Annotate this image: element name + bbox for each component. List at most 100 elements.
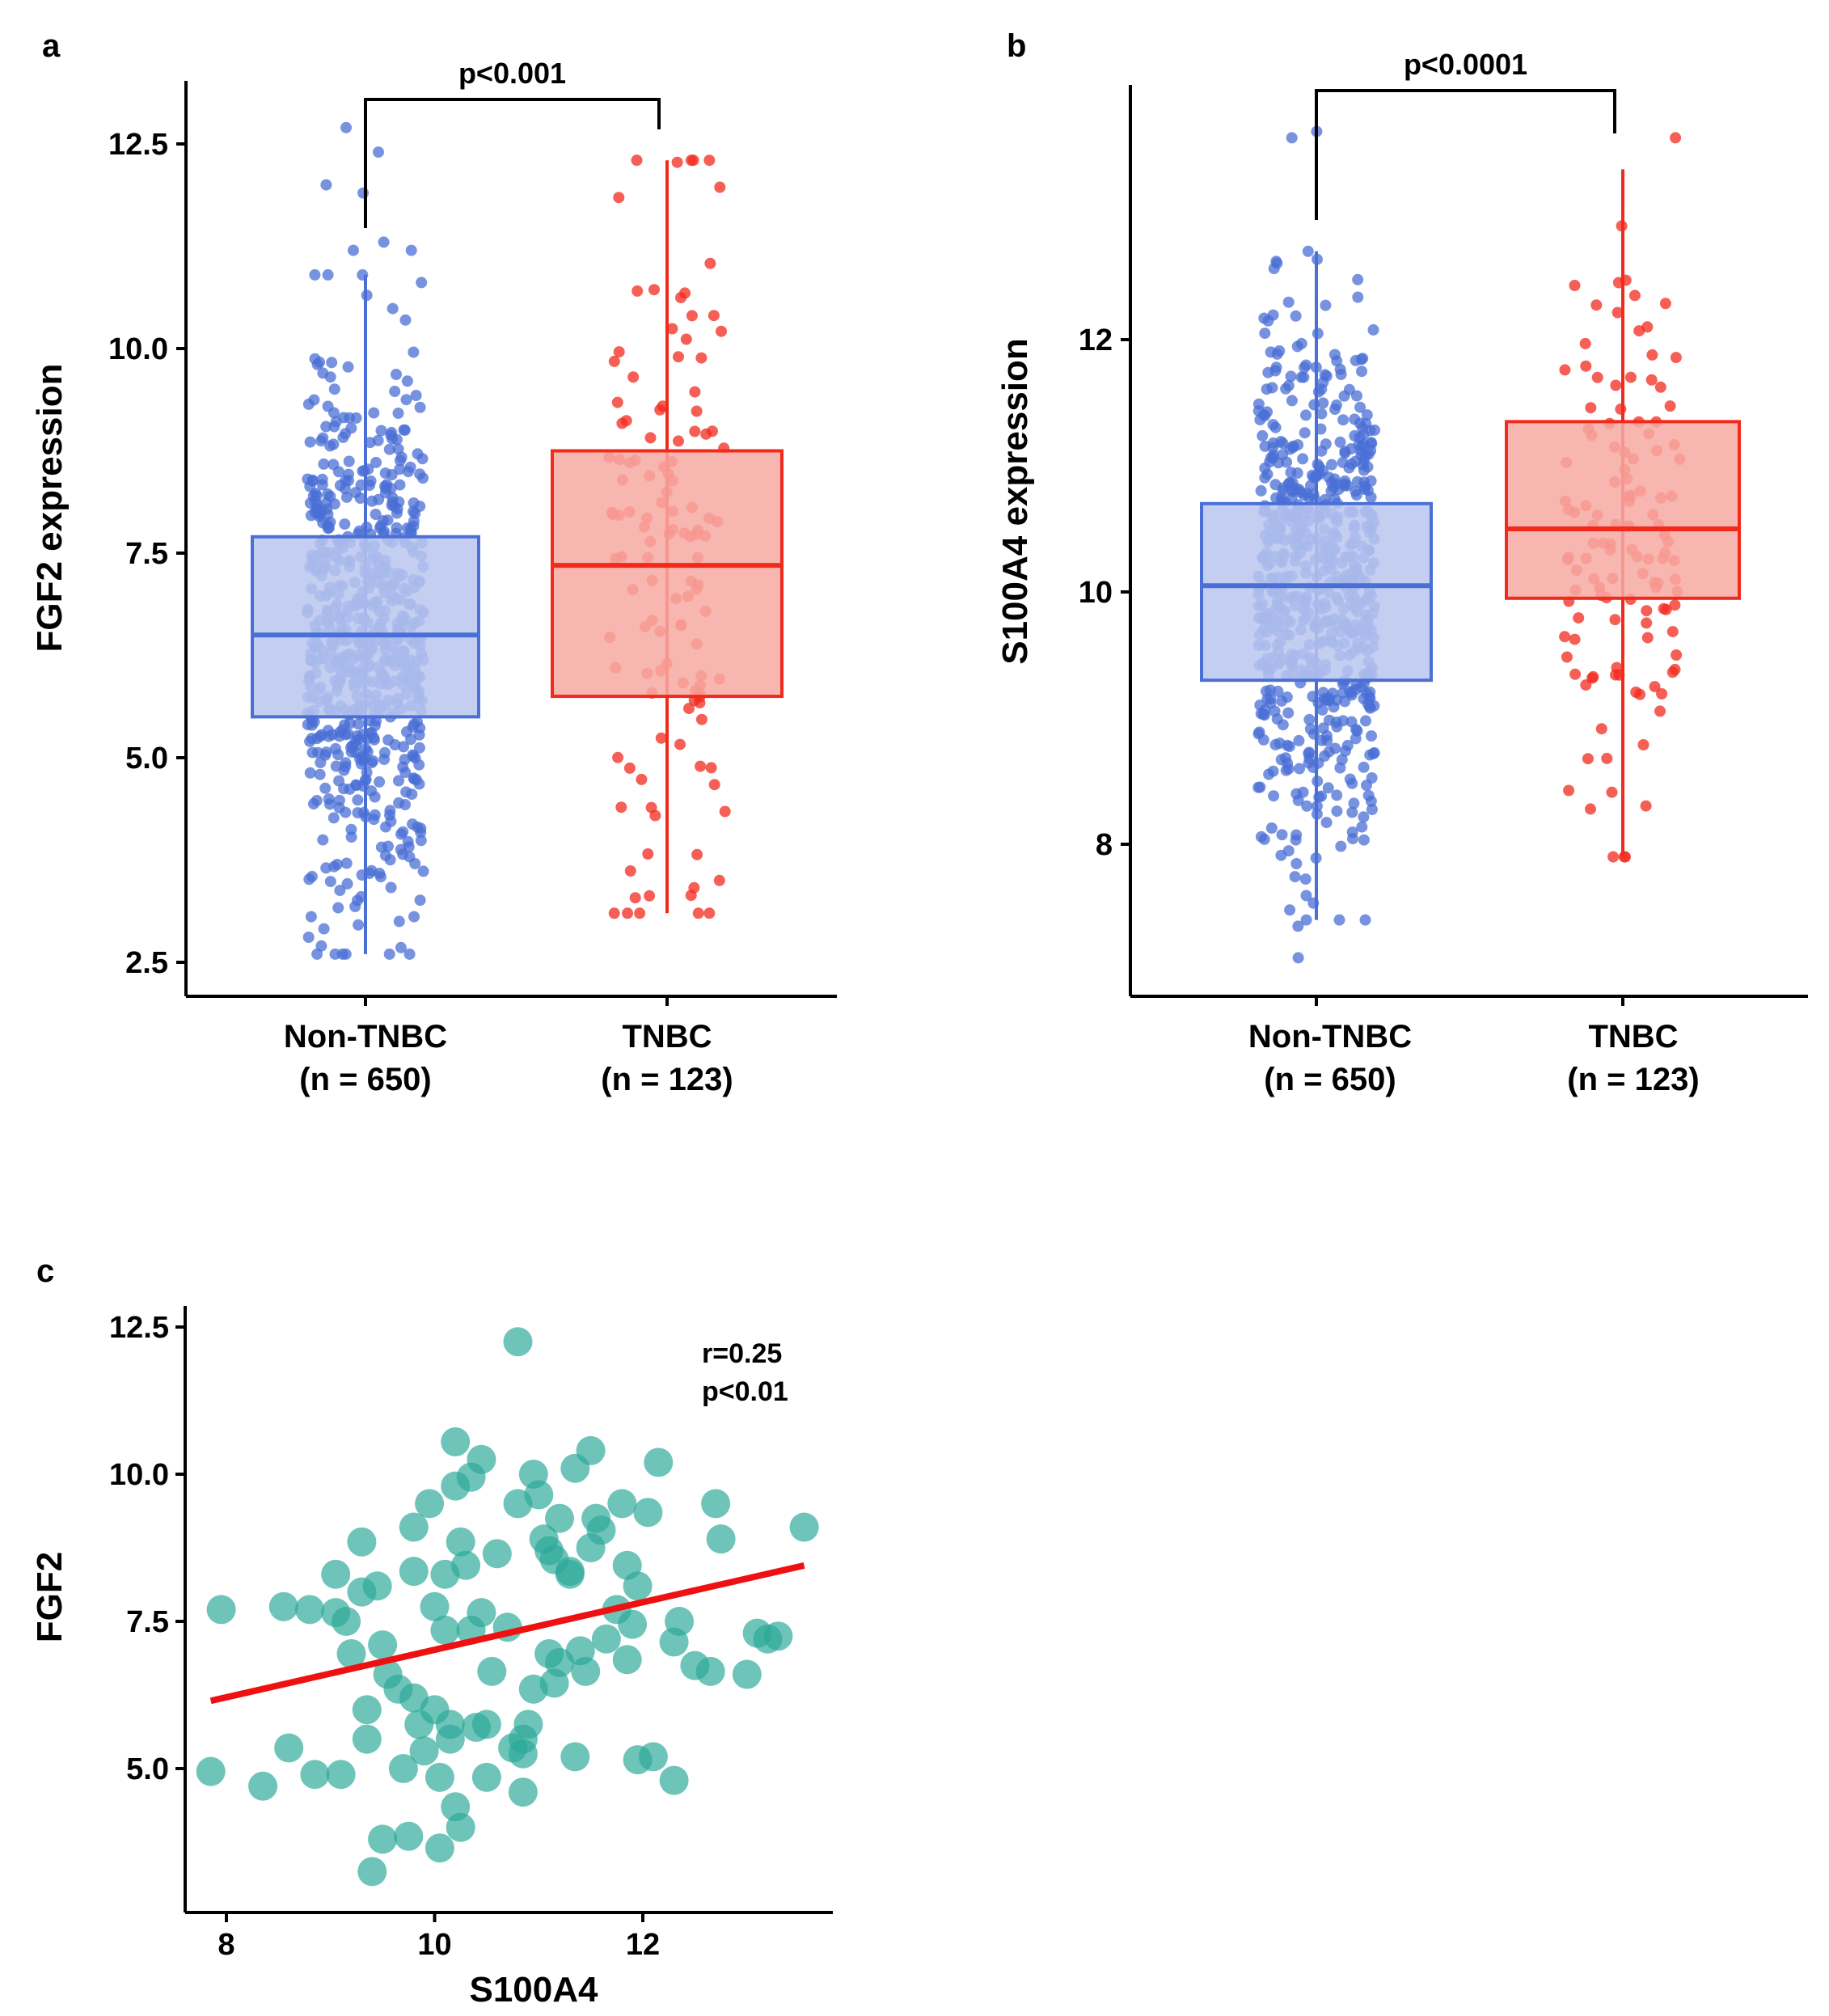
jitter-point [340, 806, 352, 818]
jitter-point [408, 346, 420, 358]
jitter-point [1300, 409, 1312, 421]
jitter-point [1303, 757, 1315, 769]
scatter-point [446, 1527, 475, 1557]
jitter-point [1352, 291, 1364, 303]
jitter-point [1664, 400, 1676, 412]
scatter-point [362, 1571, 392, 1601]
jitter-point [1326, 459, 1337, 471]
jitter-point [1345, 443, 1357, 454]
jitter-point [671, 156, 683, 168]
panel-a-ylabel: FGF2 expression [30, 363, 70, 652]
jitter-point [1303, 713, 1316, 725]
jitter-point [320, 421, 332, 433]
jitter-point [357, 806, 370, 818]
scatter-point [451, 1550, 481, 1580]
jitter-point [389, 739, 401, 750]
scatter-point [701, 1489, 731, 1519]
jitter-point [1271, 257, 1283, 269]
scatter-point [268, 1591, 298, 1621]
jitter-point [1654, 705, 1666, 717]
jitter-point [394, 463, 406, 475]
jitter-point [340, 121, 352, 133]
jitter-point [339, 518, 351, 530]
jitter-point [716, 325, 727, 337]
jitter-point [354, 492, 366, 504]
jitter-point [1321, 695, 1333, 706]
jitter-point [386, 302, 399, 315]
jitter-point [1563, 784, 1575, 797]
jitter-point [1335, 840, 1347, 852]
jitter-point [391, 522, 403, 534]
jitter-point [695, 352, 708, 364]
scatter-point [695, 1656, 725, 1686]
jitter-point [1633, 325, 1645, 337]
jitter-point [1331, 694, 1342, 706]
jitter-point [1267, 309, 1279, 321]
jitter-point [337, 431, 349, 443]
jitter-point [1666, 626, 1679, 638]
jitter-point [1289, 871, 1301, 883]
jitter-point [1305, 480, 1316, 492]
jitter-point [1358, 438, 1370, 450]
jitter-point [1286, 132, 1298, 144]
scatter-point [446, 1812, 475, 1842]
jitter-point [328, 383, 340, 395]
jitter-point [1286, 395, 1298, 407]
jitter-point [1320, 299, 1332, 311]
scatter-point [321, 1559, 351, 1589]
jitter-point [1348, 797, 1360, 809]
jitter-point [700, 428, 712, 440]
scatter-point [482, 1539, 512, 1569]
jitter-point [330, 760, 342, 772]
jitter-point [369, 809, 381, 821]
jitter-point [1294, 763, 1306, 775]
jitter-point [1252, 398, 1265, 410]
jitter-point [1360, 715, 1371, 727]
jitter-point [367, 755, 379, 767]
scatter-point [503, 1327, 533, 1357]
scatter-point [347, 1527, 377, 1557]
jitter-point [1329, 404, 1341, 416]
jitter-point [1334, 436, 1346, 448]
jitter-point [1349, 429, 1361, 442]
jitter-point [374, 871, 386, 883]
jitter-point [1610, 379, 1622, 391]
jitter-point [648, 284, 660, 296]
scatter-point [477, 1656, 507, 1686]
jitter-point [1669, 599, 1681, 611]
jitter-point [1316, 790, 1328, 802]
jitter-point [708, 779, 720, 791]
jitter-point [613, 346, 625, 358]
jitter-point [394, 479, 406, 491]
jitter-point [1300, 914, 1312, 926]
jitter-point [1323, 746, 1335, 758]
jitter-point [399, 314, 412, 326]
jitter-point [1281, 691, 1293, 704]
jitter-point [386, 499, 398, 511]
jitter-point [1299, 873, 1312, 885]
jitter-point [695, 760, 707, 772]
jitter-point [323, 798, 336, 810]
jitter-point [1363, 700, 1375, 712]
jitter-point [392, 443, 404, 455]
jitter-point [302, 932, 315, 943]
jitter-point [385, 881, 397, 894]
jitter-point [322, 268, 334, 281]
jitter-point [1286, 484, 1299, 496]
jitter-point [332, 902, 344, 914]
jitter-point [399, 754, 411, 766]
jitter-point [414, 468, 426, 480]
jitter-point [1254, 781, 1266, 793]
jitter-point [407, 721, 419, 733]
jitter-point [314, 768, 326, 780]
jitter-point [340, 948, 352, 960]
jitter-point [644, 432, 657, 444]
jitter-point [322, 488, 334, 500]
jitter-point [1299, 427, 1311, 439]
jitter-point [1338, 390, 1350, 402]
jitter-point [1316, 704, 1328, 716]
jitter-point [314, 730, 326, 742]
jitter-point [319, 782, 332, 794]
jitter-point [1282, 707, 1295, 719]
jitter-point [384, 854, 396, 866]
